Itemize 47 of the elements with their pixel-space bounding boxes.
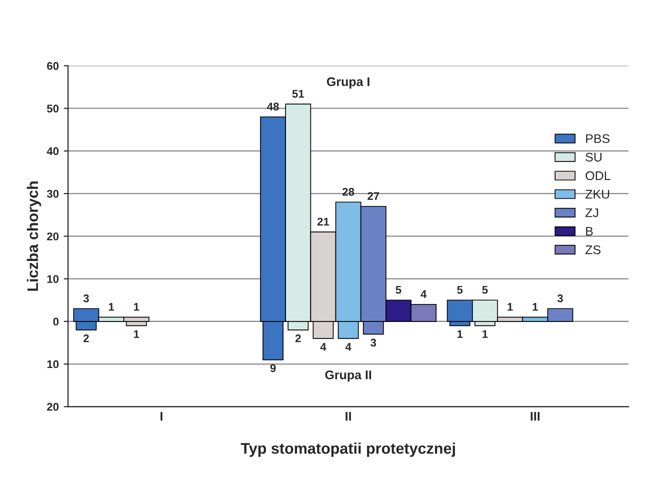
- data-label: 51: [292, 90, 304, 98]
- y-tick-label: 50: [46, 104, 59, 112]
- y-tick-label: 10: [47, 360, 59, 368]
- data-label: 5: [457, 286, 463, 294]
- data-label: 3: [370, 338, 376, 347]
- y-tick-label: 0: [53, 318, 59, 326]
- data-label: 1: [508, 303, 513, 311]
- data-label: 9: [270, 364, 276, 372]
- y-tick-label: 20: [47, 232, 59, 240]
- legend-label: ZS: [585, 245, 600, 254]
- y-tick-label: 10: [47, 275, 59, 283]
- data-label: 27: [368, 192, 380, 200]
- x-axis-title: Typ stomatopatii protetycznej: [240, 442, 455, 457]
- y-axis-title: Liczba chorych: [26, 182, 42, 291]
- data-label: 1: [482, 330, 488, 338]
- x-tick-label: I: [160, 412, 162, 421]
- data-label: 1: [108, 303, 114, 311]
- data-label: 5: [482, 286, 488, 294]
- legend-label: SU: [586, 152, 602, 162]
- data-label: 2: [295, 334, 301, 342]
- legend-label: ZKU: [585, 190, 610, 199]
- y-tick-label: 40: [46, 147, 59, 156]
- data-label: 1: [134, 303, 140, 311]
- annotation: Grupa I: [326, 77, 370, 89]
- y-tick-label: 20: [47, 402, 59, 411]
- data-label: 1: [532, 303, 538, 311]
- data-label: 3: [557, 294, 563, 302]
- x-tick-label: III: [530, 412, 540, 421]
- legend-label: ODL: [586, 171, 610, 180]
- data-label: 4: [345, 343, 352, 351]
- legend-label: ZJ: [585, 208, 598, 218]
- data-label: 48: [267, 102, 279, 111]
- x-tick-label: II: [346, 412, 351, 421]
- data-label: 4: [320, 343, 326, 351]
- data-label: 2: [83, 334, 89, 342]
- data-label: 21: [317, 218, 330, 226]
- y-tick-label: 30: [46, 190, 59, 198]
- annotation: Grupa II: [325, 370, 372, 382]
- y-tick-label: 60: [47, 62, 59, 70]
- data-label: 3: [83, 294, 89, 302]
- data-label: 5: [396, 286, 402, 294]
- data-label: 4: [420, 290, 427, 298]
- data-label: 1: [134, 330, 140, 338]
- data-label: 1: [457, 330, 463, 338]
- legend-label: PBS: [586, 134, 610, 144]
- legend-label: B: [586, 226, 593, 236]
- data-label: 28: [342, 188, 354, 196]
